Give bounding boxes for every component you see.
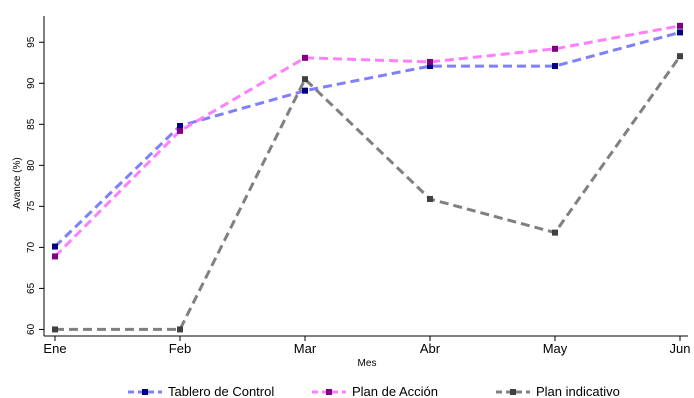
- y-tick-label: 75: [26, 200, 37, 212]
- data-point: [552, 63, 558, 70]
- axes: 60 65 70 75 80 85 90 95 Ene Feb Mar Abr May Jun: [26, 16, 690, 356]
- x-tick-label: Jun: [670, 341, 691, 356]
- x-tick-label: May: [543, 341, 568, 356]
- series-line: [53, 24, 681, 258]
- series-line: [53, 30, 681, 248]
- series-line: [55, 55, 682, 331]
- x-axis-title: Mes: [358, 358, 377, 369]
- y-tick-label: 60: [26, 323, 37, 335]
- data-point: [52, 253, 58, 260]
- series-layer: [52, 22, 683, 333]
- x-tick-label: Ene: [43, 341, 66, 356]
- legend-label: Tablero de Control: [168, 384, 274, 398]
- y-tick-label: 90: [26, 77, 37, 89]
- x-tick-label: Mar: [294, 341, 317, 356]
- y-tick-label: 85: [26, 118, 37, 130]
- data-point: [427, 63, 433, 70]
- y-tick-label: 80: [26, 159, 37, 171]
- y-tick-label: 95: [26, 36, 37, 48]
- legend-swatch-marker: [142, 389, 148, 395]
- data-point: [52, 243, 58, 250]
- data-point: [302, 54, 308, 61]
- data-point: [677, 29, 683, 36]
- data-point: [552, 229, 558, 236]
- data-point: [302, 87, 308, 94]
- data-point: [552, 45, 558, 52]
- legend-swatch-marker: [326, 389, 332, 395]
- y-tick-label: 65: [26, 282, 37, 294]
- legend-swatch-marker: [510, 389, 516, 395]
- data-point: [177, 122, 183, 129]
- data-point: [177, 326, 183, 333]
- y-tick-label: 70: [26, 241, 37, 253]
- data-point: [677, 53, 683, 60]
- x-tick-label: Feb: [169, 341, 191, 356]
- data-point: [177, 127, 183, 134]
- x-tick-label: Abr: [420, 341, 441, 356]
- legend: Tablero de Control Plan de Acción Plan ind…: [128, 384, 620, 398]
- data-point: [302, 76, 308, 83]
- legend-label: Plan de Acción: [352, 384, 438, 398]
- data-point: [52, 326, 58, 333]
- data-point: [677, 22, 683, 29]
- legend-label: Plan indicativo: [536, 384, 620, 398]
- data-point: [427, 58, 433, 65]
- data-point: [427, 195, 433, 202]
- y-axis-title: Avance (%): [12, 157, 23, 209]
